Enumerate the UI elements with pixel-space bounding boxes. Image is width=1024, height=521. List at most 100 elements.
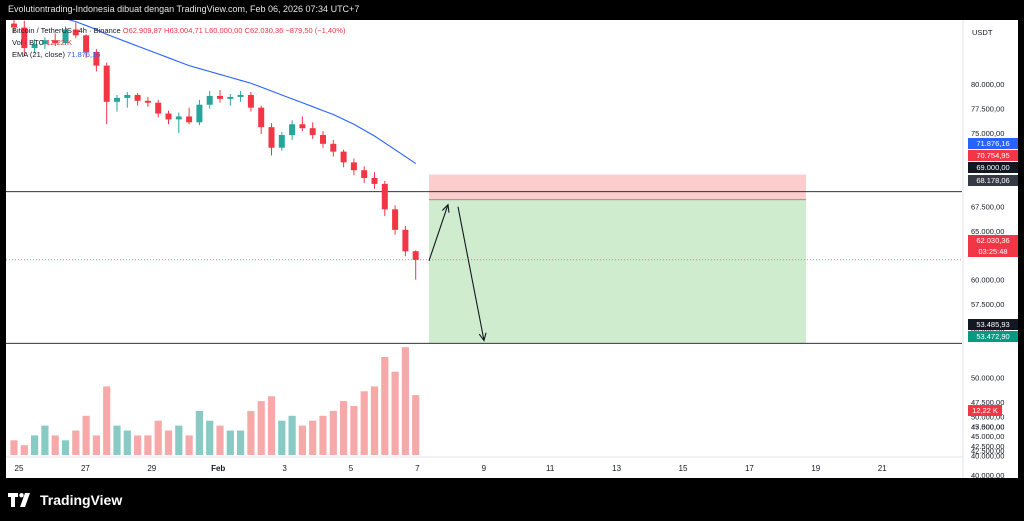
volume-bar: [319, 415, 327, 455]
legend-ema-label[interactable]: EMA (21, close): [12, 50, 65, 59]
ema-21-line: [67, 20, 417, 165]
volume-bar: [195, 410, 203, 455]
time-tick-13: 21: [878, 464, 887, 473]
volume-bar: [92, 435, 100, 455]
candle-body: [289, 124, 296, 136]
candle-body: [114, 97, 120, 102]
price-chart-svg[interactable]: 40.000,0042.500,0045.000,0047.500,0050.0…: [6, 20, 1018, 478]
volume-bar: [164, 430, 173, 455]
volume-bar: [381, 357, 389, 455]
legend-ohlc: O62.909,87 H63.004,71 L60.000,00 C62.030…: [122, 26, 346, 35]
volume-bar: [31, 435, 39, 455]
volume-bar: [401, 347, 409, 455]
price-tick-0: 40.000,00: [971, 471, 1004, 478]
candle-body: [83, 35, 90, 52]
volume-bar: [350, 406, 358, 455]
line-53485-price-tag: 53.485,93: [968, 319, 1018, 330]
candle-body: [299, 124, 306, 129]
candle-body: [155, 102, 162, 114]
candle-body: [41, 40, 48, 45]
line-69000-price-tag: 69.000,00: [968, 162, 1018, 173]
volume-bar: [340, 401, 348, 455]
candle-body: [21, 27, 28, 49]
take-profit-zone: [429, 199, 806, 344]
candle-body: [186, 116, 193, 123]
volume-bar: [185, 435, 193, 455]
volume-bar: [309, 420, 317, 455]
volume-bar: [370, 386, 379, 455]
volume-bar: [144, 435, 152, 455]
legend-volume-label[interactable]: Vol · BTC: [12, 38, 45, 47]
candle-body: [72, 29, 79, 36]
volume-bar: [20, 445, 28, 455]
price-tick-6: 57.500,00: [971, 300, 1004, 309]
price-tick-9: 67.500,00: [971, 202, 1004, 211]
candle-body: [361, 170, 368, 179]
ema-price-tag: 71.876,16: [968, 138, 1018, 149]
volume-bar: [134, 435, 142, 455]
price-tick-4: 50.000,00: [971, 373, 1004, 382]
time-tick-5: 5: [349, 464, 354, 473]
legend-volume-row: Vol · BTC 12,22 K: [12, 38, 72, 47]
candle-body: [278, 135, 285, 148]
price-tick-8: 65.000,00: [971, 227, 1004, 236]
volume-bar: [72, 430, 80, 455]
price-tick-7: 60.000,00: [971, 276, 1004, 285]
volume-bar: [206, 420, 214, 455]
time-tick-10: 15: [679, 464, 688, 473]
time-tick-0: 25: [15, 464, 24, 473]
volume-bar: [247, 410, 255, 455]
candle-body: [144, 100, 151, 103]
price-tick-1: 42.500,00: [971, 447, 1004, 456]
volume-bar: [82, 415, 90, 455]
price-tick-11: 75.000,00: [971, 129, 1004, 138]
volume-bar: [226, 430, 234, 455]
arrow-down-annotation-head: [478, 332, 487, 342]
volume-bar: [61, 440, 70, 455]
volume-bar: [278, 420, 286, 455]
candle-body: [247, 94, 254, 108]
candle-body: [134, 94, 141, 101]
entry-price-tag: 68.178,06: [968, 175, 1018, 186]
volume-bar: [267, 396, 276, 455]
volume-bar: [175, 425, 183, 455]
stop-loss-zone: [429, 174, 806, 200]
candle-body: [103, 65, 110, 102]
volume-bar: [237, 430, 245, 455]
volume-bar: [288, 415, 296, 455]
candle-body: [62, 29, 69, 44]
candle-body: [227, 96, 234, 99]
time-tick-1: 27: [81, 464, 90, 473]
candle-body: [320, 135, 326, 144]
tradingview-wordmark: TradingView: [40, 492, 123, 508]
volume-bar: [329, 410, 337, 455]
time-tick-8: 11: [546, 464, 555, 473]
arrow-up-annotation-shaft: [428, 204, 449, 261]
time-tick-12: 19: [811, 464, 820, 473]
candle-body: [52, 40, 59, 44]
currency-label[interactable]: USDT: [972, 28, 993, 37]
volume-bar: [123, 430, 131, 455]
legend-symbol[interactable]: Bitcoin / TetherUS · 4h · Binance: [12, 26, 121, 35]
volume-tick-3: 47.500,00: [971, 422, 1004, 431]
candle-body: [350, 162, 357, 171]
time-tick-4: 3: [282, 464, 287, 473]
time-tick-3: Feb: [211, 464, 225, 473]
candle-body: [165, 113, 172, 120]
tradingview-logo[interactable]: TradingView: [8, 490, 122, 510]
candle-body: [93, 51, 100, 66]
volume-tick-4: 50.000,00: [971, 413, 1004, 422]
legend-volume-value: 12,22 K: [46, 38, 73, 47]
candle-body: [330, 143, 337, 152]
price-tick-13: 80.000,00: [971, 80, 1004, 89]
volume-bar: [103, 386, 111, 455]
candle-body: [402, 229, 409, 252]
price-tick-12: 77.500,00: [971, 105, 1004, 114]
chart-canvas[interactable]: 40.000,00 42.500,00 45.000,00 47.500,00 50.0…: [6, 20, 1018, 478]
arrow-down-annotation-shaft: [457, 206, 485, 341]
candle-body: [196, 104, 203, 123]
chart-caption: Evolutiontrading-Indonesia dibuat dengan…: [8, 4, 360, 14]
volume-tick-0: 40.000,00: [971, 452, 1004, 461]
legend-ema-row: EMA (21, close) 71.876,16: [12, 50, 100, 59]
